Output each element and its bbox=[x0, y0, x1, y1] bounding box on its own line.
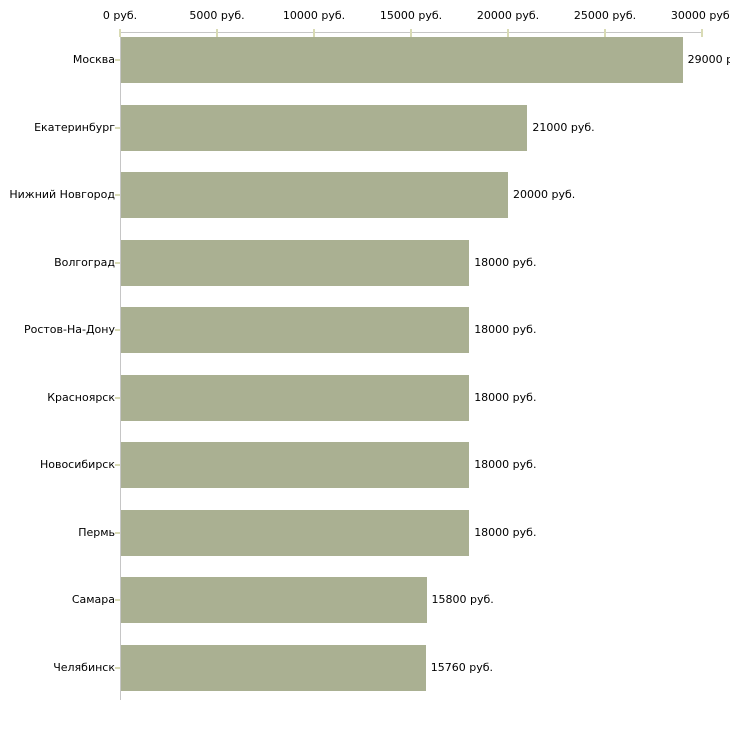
y-tick-mark bbox=[115, 194, 120, 196]
bar bbox=[121, 442, 470, 488]
x-tick-label: 30000 руб. bbox=[670, 9, 730, 22]
y-tick-mark bbox=[115, 329, 120, 331]
value-label: 29000 руб. bbox=[687, 53, 730, 66]
x-tick-mark bbox=[604, 29, 606, 37]
x-tick-label: 10000 руб. bbox=[282, 9, 346, 22]
value-label: 15760 руб. bbox=[430, 660, 493, 674]
category-label: Новосибирск bbox=[39, 458, 115, 471]
category-label: Москва bbox=[72, 53, 115, 66]
x-tick-label: 20000 руб. bbox=[476, 9, 540, 22]
bar bbox=[121, 239, 470, 286]
x-tick-mark bbox=[313, 29, 315, 37]
bar bbox=[121, 104, 528, 151]
category-label: Ростов-На-Дону bbox=[23, 323, 115, 336]
y-axis-line bbox=[120, 32, 121, 700]
x-tick-label: 0 руб. bbox=[102, 9, 138, 22]
bar bbox=[121, 374, 470, 421]
y-tick-mark bbox=[115, 396, 120, 399]
bar bbox=[121, 577, 427, 623]
bar bbox=[121, 307, 470, 353]
y-tick-mark bbox=[115, 261, 120, 264]
x-tick-mark bbox=[119, 29, 121, 37]
y-tick-mark bbox=[115, 666, 120, 669]
y-tick-mark bbox=[115, 126, 120, 129]
bar bbox=[121, 37, 683, 83]
value-label: 15800 руб. bbox=[431, 593, 494, 606]
value-label: 20000 руб. bbox=[513, 188, 576, 201]
y-tick-mark bbox=[115, 59, 120, 61]
value-label: 18000 руб. bbox=[474, 458, 537, 471]
x-tick-mark bbox=[701, 29, 703, 37]
value-label: 18000 руб. bbox=[474, 525, 537, 539]
category-label: Челябинск bbox=[53, 660, 115, 674]
value-label: 21000 руб. bbox=[532, 120, 595, 134]
category-label: Екатеринбург bbox=[34, 120, 115, 134]
category-label: Нижний Новгород bbox=[9, 188, 115, 201]
bar bbox=[121, 644, 426, 691]
bar bbox=[121, 509, 470, 556]
category-label: Красноярск bbox=[47, 390, 115, 404]
x-tick-label: 5000 руб. bbox=[189, 9, 245, 22]
value-label: 18000 руб. bbox=[474, 255, 537, 269]
x-tick-mark bbox=[216, 29, 218, 37]
x-tick-label: 15000 руб. bbox=[379, 9, 443, 22]
category-label: Самара bbox=[71, 593, 115, 606]
value-label: 18000 руб. bbox=[474, 390, 537, 404]
category-label: Пермь bbox=[78, 525, 115, 539]
y-tick-mark bbox=[115, 599, 120, 601]
x-tick-mark bbox=[410, 29, 412, 37]
x-tick-label: 25000 руб. bbox=[573, 9, 637, 22]
value-label: 18000 руб. bbox=[474, 323, 537, 336]
category-label: Волгоград bbox=[54, 255, 115, 269]
y-tick-mark bbox=[115, 531, 120, 534]
y-tick-mark bbox=[115, 464, 120, 466]
bar bbox=[121, 172, 508, 218]
x-tick-mark bbox=[507, 29, 509, 37]
